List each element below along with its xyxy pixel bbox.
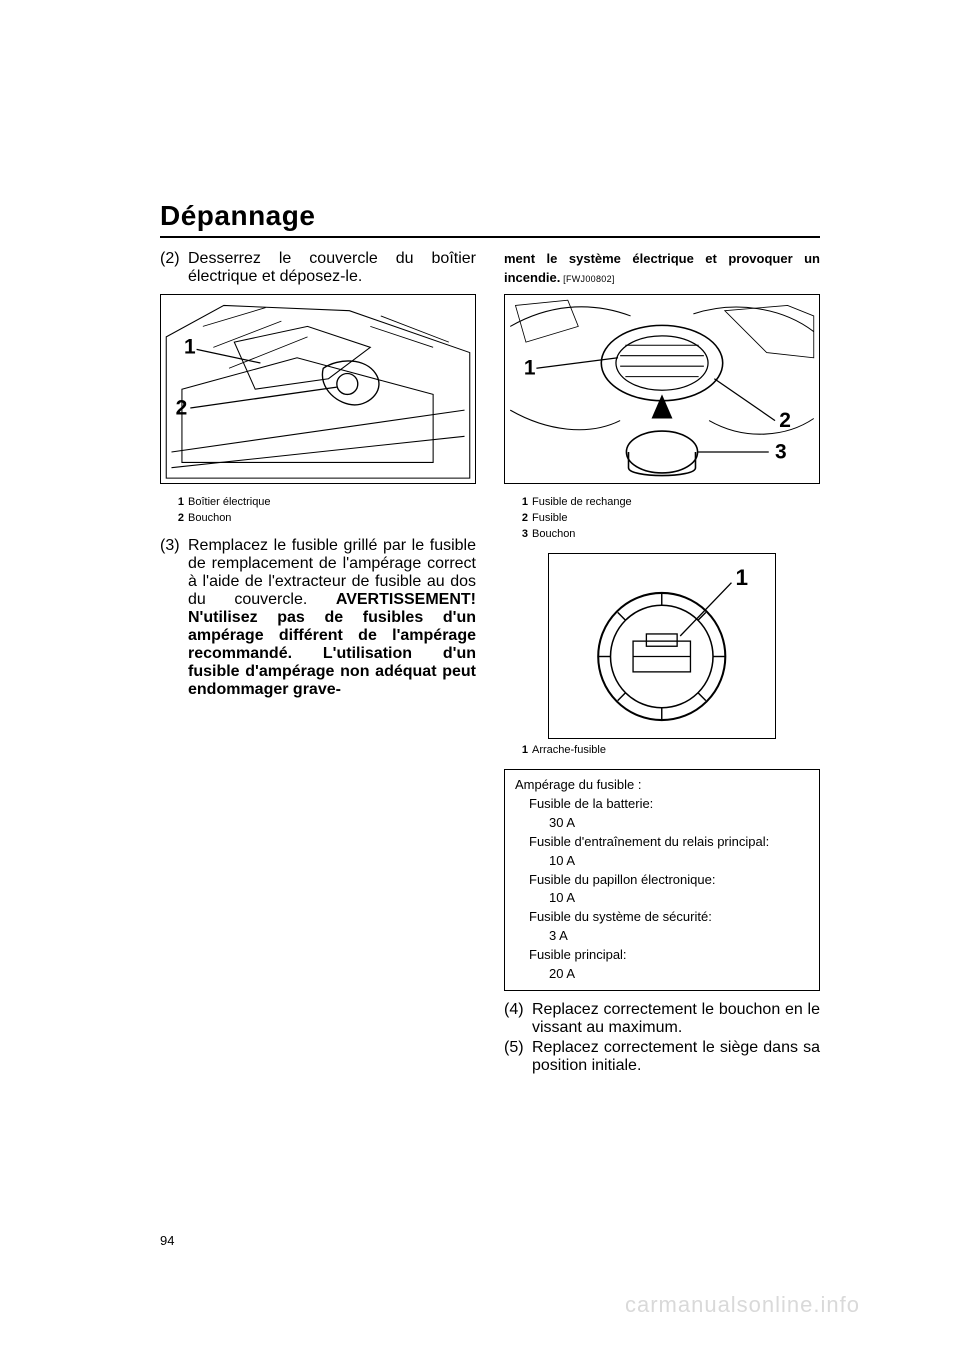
step3-cont-text: ment le système électrique et provoquer … xyxy=(504,251,820,285)
step-number: (4) xyxy=(504,1001,532,1037)
figure2-legend: 1 Fusible de rechange 2 Fusible 3 Boucho… xyxy=(514,495,820,543)
spec-value: 30 A xyxy=(515,814,809,833)
watermark: carmanualsonline.info xyxy=(625,1292,860,1318)
step-text: Desserrez le couvercle du boîtier électr… xyxy=(188,250,476,286)
manual-page: Dépannage (2) Desserrez le couvercle du … xyxy=(0,0,960,1358)
step-number: (2) xyxy=(160,250,188,286)
fuse-spec-box: Ampérage du fusible : Fusible de la batt… xyxy=(504,769,820,990)
legend-row: 1 Boîtier électrique xyxy=(170,495,476,511)
legend-row: 2 Bouchon xyxy=(170,511,476,527)
callout-1: 1 xyxy=(736,565,749,590)
legend-row: 3 Bouchon xyxy=(514,527,820,543)
step-5: (5) Replacez correctement le siège dans … xyxy=(504,1039,820,1075)
step3-continued: ment le système électrique et provoquer … xyxy=(504,250,820,288)
callout-3: 3 xyxy=(775,440,787,463)
legend-text: Fusible de rechange xyxy=(532,495,632,511)
legend-row: 1 Fusible de rechange xyxy=(514,495,820,511)
legend-text: Fusible xyxy=(532,511,567,527)
spec-label: Fusible du système de sécurité: xyxy=(515,908,809,927)
figure3-legend: 1 Arrache-fusible xyxy=(514,743,820,759)
legend-text: Bouchon xyxy=(532,527,575,543)
left-column: (2) Desserrez le couvercle du boîtier él… xyxy=(160,250,476,1077)
callout-1: 1 xyxy=(184,336,196,359)
legend-num: 1 xyxy=(170,495,184,511)
step-4: (4) Replacez correctement le bouchon en … xyxy=(504,1001,820,1037)
figure-fuse-box: 1 2 3 xyxy=(504,294,820,484)
spec-title: Ampérage du fusible : xyxy=(515,776,809,795)
right-column: ment le système électrique et provoquer … xyxy=(504,250,820,1077)
legend-num: 2 xyxy=(170,511,184,527)
step-number: (5) xyxy=(504,1039,532,1075)
figure-electrical-box: 1 2 xyxy=(160,294,476,484)
figure1-legend: 1 Boîtier électrique 2 Bouchon xyxy=(170,495,476,527)
spec-label: Fusible de la batterie: xyxy=(515,795,809,814)
figure-cap-puller: 1 xyxy=(548,553,776,740)
spec-label: Fusible du papillon électronique: xyxy=(515,871,809,890)
legend-text: Arrache-fusible xyxy=(532,743,606,759)
legend-num: 3 xyxy=(514,527,528,543)
legend-row: 1 Arrache-fusible xyxy=(514,743,820,759)
step-text: Replacez correctement le siège dans sa p… xyxy=(532,1039,820,1075)
section-title: Dépannage xyxy=(160,200,820,238)
callout-2: 2 xyxy=(779,409,791,432)
step-text: Replacez correctement le bouchon en le v… xyxy=(532,1001,820,1037)
step-text: Remplacez le fusible grillé par le fusib… xyxy=(188,537,476,699)
callout-1: 1 xyxy=(524,356,536,379)
legend-row: 2 Fusible xyxy=(514,511,820,527)
legend-text: Bouchon xyxy=(188,511,231,527)
spec-value: 20 A xyxy=(515,965,809,984)
legend-text: Boîtier électrique xyxy=(188,495,271,511)
legend-num: 1 xyxy=(514,743,528,759)
step-2: (2) Desserrez le couvercle du boîtier él… xyxy=(160,250,476,286)
spec-label: Fusible principal: xyxy=(515,946,809,965)
two-column-layout: (2) Desserrez le couvercle du boîtier él… xyxy=(160,250,820,1077)
page-number: 94 xyxy=(160,1233,174,1248)
spec-value: 10 A xyxy=(515,889,809,908)
spec-label: Fusible d'entraînement du relais princip… xyxy=(515,833,809,852)
legend-num: 1 xyxy=(514,495,528,511)
spec-value: 3 A xyxy=(515,927,809,946)
step-number: (3) xyxy=(160,537,188,699)
callout-2: 2 xyxy=(176,396,188,419)
spec-value: 10 A xyxy=(515,852,809,871)
reference-code: [FWJ00802] xyxy=(560,274,614,284)
legend-num: 2 xyxy=(514,511,528,527)
step-3: (3) Remplacez le fusible grillé par le f… xyxy=(160,537,476,699)
